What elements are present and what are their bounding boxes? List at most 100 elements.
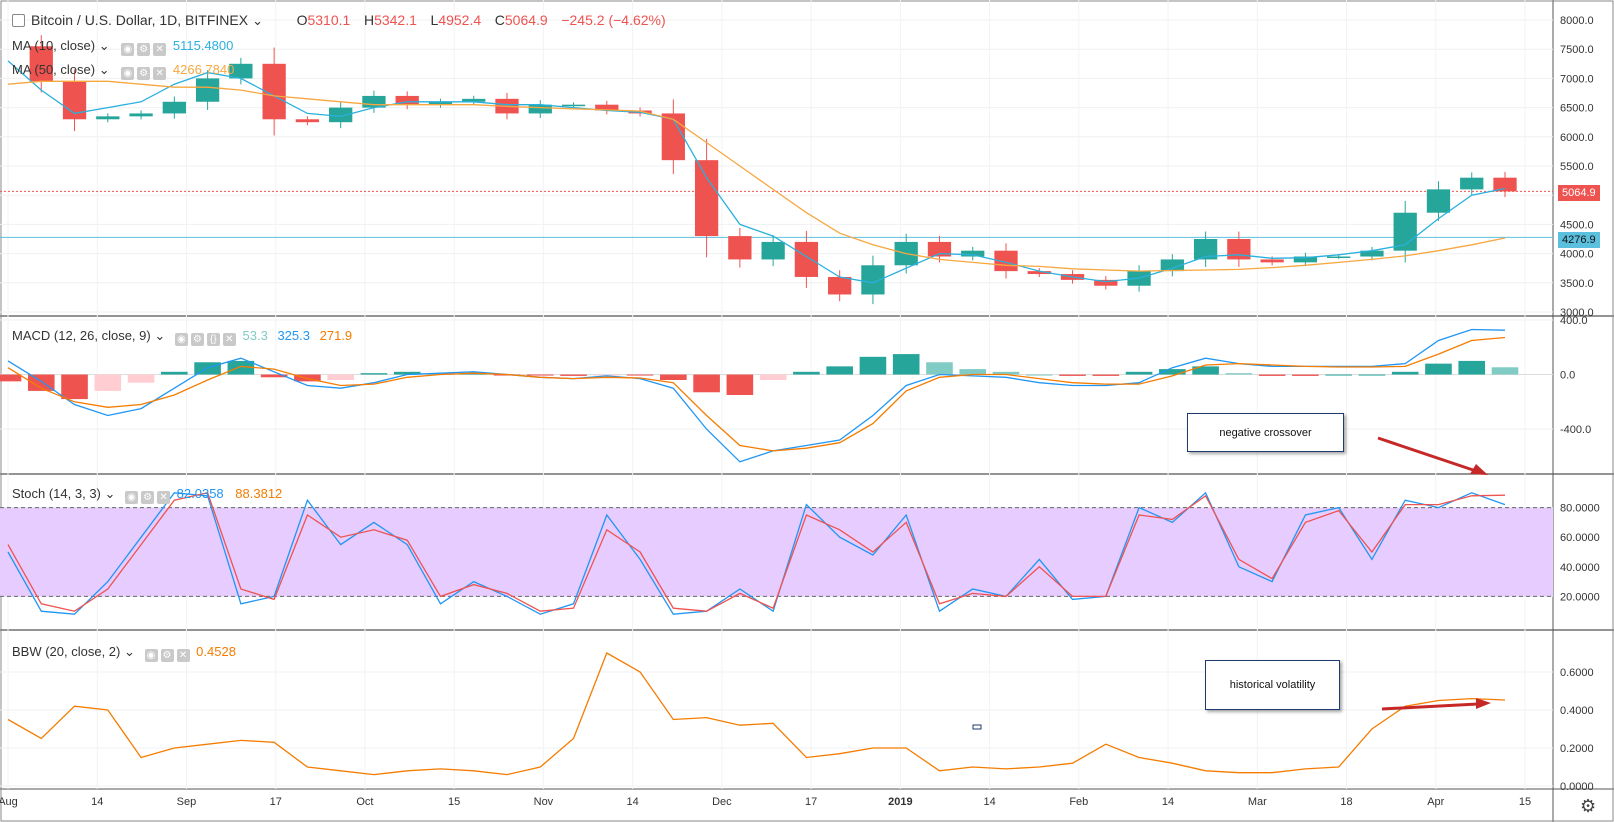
macd-histogram-bar — [1059, 374, 1086, 376]
macd-histogram-bar — [1358, 374, 1386, 376]
y-tick-label: 5500.0 — [1560, 161, 1594, 173]
gear-icon[interactable]: ⚙ — [137, 67, 151, 80]
candle-body — [1327, 256, 1351, 259]
macd-value: 325.3 — [277, 328, 310, 343]
macd-histogram-bar — [1092, 374, 1120, 376]
macd-histogram-bar — [1192, 366, 1219, 375]
candle-body — [1027, 271, 1051, 275]
macd-histogram-bar — [1125, 371, 1153, 375]
stoch-d-value: 88.3812 — [235, 486, 283, 501]
gear-icon[interactable]: ⚙ — [137, 43, 151, 56]
macd-histogram-bar — [460, 373, 488, 375]
candle-body — [29, 46, 53, 82]
y-tick-label: 4500.0 — [1560, 219, 1594, 231]
candle-body — [1493, 177, 1517, 192]
candle-body — [262, 63, 286, 120]
symbol-title[interactable]: Bitcoin / U.S. Dollar, 1D, BITFINEX — [31, 12, 249, 28]
candle-body — [1426, 189, 1451, 213]
candle-body — [661, 113, 685, 161]
collapse-icon[interactable] — [12, 14, 25, 27]
macd-legend[interactable]: MACD (12, 26, close, 9) ⌄ ◉ ⚙{} ✕ 53.3 325… — [12, 328, 352, 346]
open-label: O — [296, 12, 308, 28]
eye-icon[interactable]: ◉ — [144, 649, 158, 662]
close-icon[interactable]: ✕ — [157, 491, 171, 504]
close-icon[interactable]: ✕ — [176, 649, 190, 662]
eye-icon[interactable]: ◉ — [125, 491, 139, 504]
candle-body — [195, 78, 220, 102]
y-tick-label: 0.6000 — [1560, 667, 1594, 679]
candle-body — [1360, 250, 1384, 257]
candle-body — [595, 104, 619, 111]
candle-body — [927, 241, 952, 257]
series-lines — [7, 60, 1506, 776]
chevron-down-icon[interactable]: ⌄ — [98, 38, 110, 53]
settings-gear-icon[interactable]: ⚙ — [1580, 796, 1597, 816]
chevron-down-icon[interactable]: ⌄ — [104, 486, 116, 501]
ma10-line — [7, 60, 1506, 284]
candle-body — [1260, 259, 1284, 263]
candle-body — [1094, 279, 1118, 286]
eye-icon[interactable]: ◉ — [174, 333, 188, 346]
last-price-tag: 5064.9 — [1558, 185, 1600, 201]
x-tick-label: 17 — [270, 796, 282, 808]
candle-body — [761, 241, 785, 260]
chevron-down-icon[interactable]: ⌄ — [124, 644, 135, 659]
y-tick-label: 20.0000 — [1560, 591, 1600, 603]
stoch-label: Stoch (14, 3, 3) — [12, 486, 101, 501]
macd-histogram-bar — [94, 374, 122, 391]
close-icon[interactable]: ✕ — [153, 67, 167, 80]
macd-histogram-bar — [926, 362, 953, 375]
annotation-historical-volatility[interactable]: historical volatility — [1205, 660, 1340, 710]
stoch-d-line — [7, 492, 1506, 612]
eye-icon[interactable]: ◉ — [121, 67, 135, 80]
y-tick-label: 6500.0 — [1560, 103, 1594, 115]
close-icon[interactable]: ✕ — [153, 43, 167, 56]
x-tick-label: Feb — [1069, 796, 1088, 808]
signal-line — [7, 336, 1506, 452]
ma50-legend[interactable]: MA (50, close) ⌄ ◉ ⚙ ✕ 4266.7840 — [12, 62, 234, 80]
macd-histogram-bar — [27, 374, 55, 391]
macd-histogram-bar — [959, 369, 987, 375]
gear-icon[interactable]: ⚙ — [141, 491, 155, 504]
y-tick-label: 3000.0 — [1560, 307, 1594, 319]
candle-body — [1293, 256, 1318, 263]
candle-body — [295, 119, 320, 123]
braces-icon[interactable]: {} — [206, 333, 220, 346]
macd-histogram-bar — [826, 366, 853, 375]
chevron-down-icon[interactable]: ⌄ — [252, 13, 263, 28]
close-icon[interactable]: ✕ — [222, 333, 236, 346]
candle-body — [362, 95, 386, 108]
gear-icon[interactable]: ⚙ — [160, 649, 174, 662]
candle-body — [1460, 177, 1484, 190]
annotation-arrow — [1377, 436, 1488, 475]
macd-histogram-bar — [327, 374, 354, 380]
annotation-negative-crossover[interactable]: negative crossover — [1187, 413, 1344, 452]
chevron-down-icon[interactable]: ⌄ — [98, 62, 110, 77]
x-tick-label: Sep — [177, 796, 197, 808]
candle-body — [428, 101, 453, 105]
macd-histogram-bar — [161, 371, 188, 375]
change-value: −245.2 (−4.62%) — [561, 12, 666, 28]
bbw-label: BBW (20, close, 2) — [12, 644, 121, 659]
y-tick-label: 0.0000 — [1560, 781, 1594, 793]
candle-body — [1393, 212, 1417, 251]
ma50-line — [7, 80, 1506, 272]
chevron-down-icon[interactable]: ⌄ — [154, 328, 166, 343]
macd-histogram-bar — [726, 374, 754, 395]
macd-line — [7, 328, 1506, 463]
bbw-legend[interactable]: BBW (20, close, 2) ⌄ ◉ ⚙ ✕ 0.4528 — [12, 644, 236, 662]
y-tick-label: 3500.0 — [1560, 278, 1594, 290]
macd-histogram-bar — [1292, 374, 1319, 376]
macd-histogram-bar — [793, 371, 820, 375]
stoch-k-value: 82.0358 — [176, 486, 224, 501]
stoch-legend[interactable]: Stoch (14, 3, 3) ⌄ ◉ ⚙ ✕ 82.0358 88.3812 — [12, 486, 282, 504]
candle-body — [329, 107, 353, 123]
ma10-legend[interactable]: MA (10, close) ⌄ ◉ ⚙ ✕ 5115.4800 — [12, 38, 233, 56]
macd-histogram-bar — [0, 374, 22, 382]
gear-icon[interactable]: ⚙ — [190, 333, 204, 346]
macd-hist-value: 53.3 — [242, 328, 268, 343]
eye-icon[interactable]: ◉ — [121, 43, 135, 56]
y-tick-label: 0.4000 — [1560, 705, 1594, 717]
candle-body — [1160, 259, 1184, 272]
